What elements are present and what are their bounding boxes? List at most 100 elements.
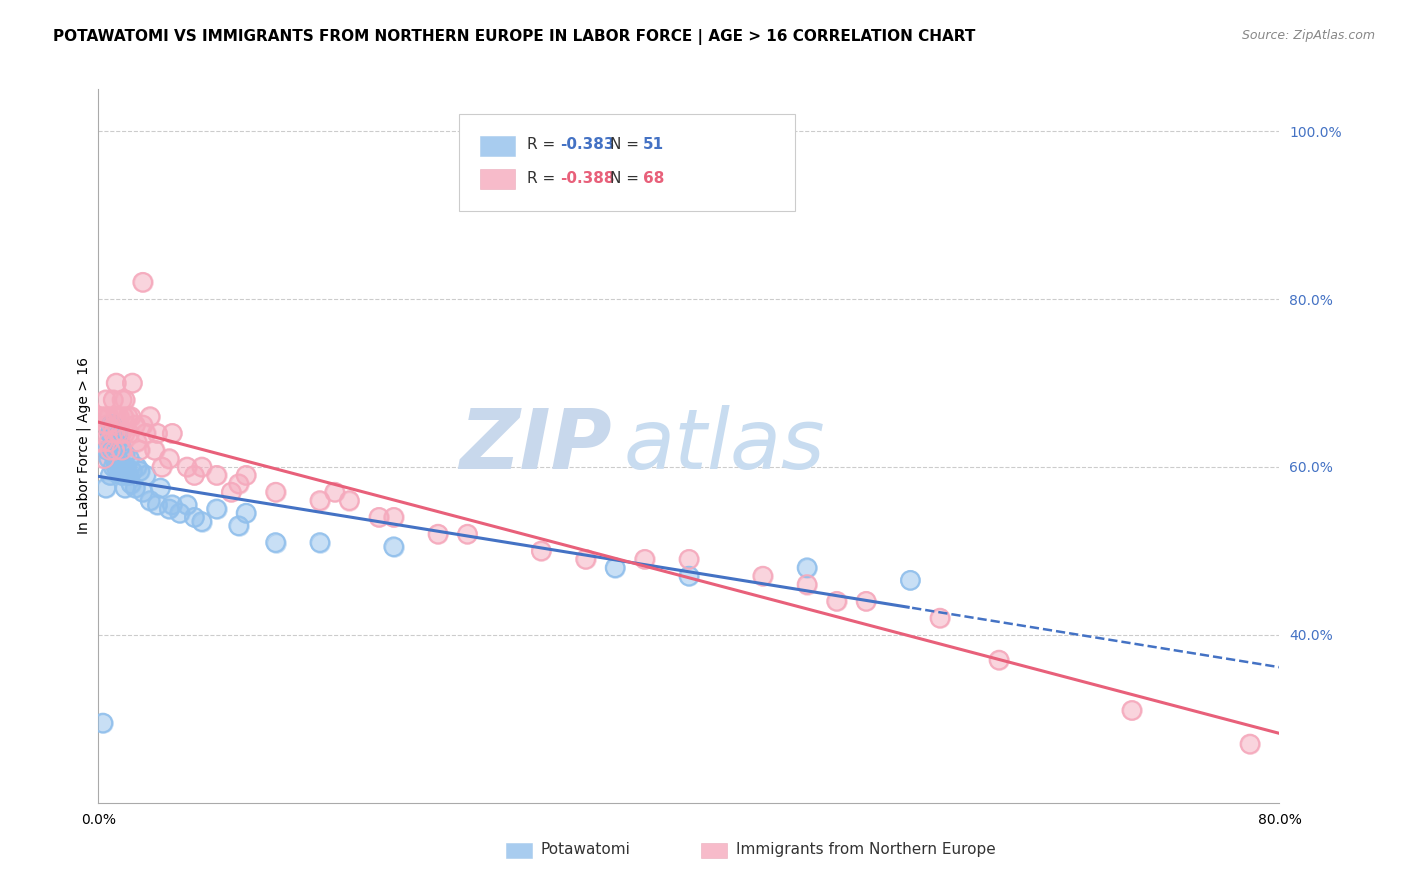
Point xyxy=(91,434,114,449)
Point xyxy=(87,409,110,424)
Point xyxy=(121,464,143,478)
Point xyxy=(135,426,157,441)
Point xyxy=(176,460,198,475)
Point xyxy=(111,468,134,483)
Point xyxy=(132,485,155,500)
Point xyxy=(124,481,146,495)
Point xyxy=(157,451,180,466)
Point xyxy=(125,460,148,475)
Text: 51: 51 xyxy=(643,136,664,152)
Point xyxy=(191,460,214,475)
FancyBboxPatch shape xyxy=(458,114,796,211)
Point xyxy=(678,552,700,566)
Point xyxy=(111,443,134,458)
Point xyxy=(128,443,150,458)
Point xyxy=(146,426,169,441)
Point xyxy=(105,376,128,390)
Point xyxy=(264,535,287,549)
Point xyxy=(103,431,125,445)
Point xyxy=(124,481,146,495)
Point xyxy=(94,409,117,424)
Point xyxy=(157,451,180,466)
Point xyxy=(120,476,142,491)
Point xyxy=(183,510,205,524)
Point xyxy=(929,611,952,625)
Point xyxy=(146,498,169,512)
Point xyxy=(457,527,479,541)
Point xyxy=(157,502,180,516)
Point xyxy=(107,426,129,441)
Point xyxy=(107,451,129,466)
Point xyxy=(132,417,155,432)
Point xyxy=(146,498,169,512)
Point xyxy=(221,485,243,500)
Point xyxy=(228,476,250,491)
Point xyxy=(264,485,287,500)
Point xyxy=(108,460,131,475)
Point xyxy=(97,434,120,449)
Point xyxy=(457,527,479,541)
Point xyxy=(988,653,1011,667)
Point xyxy=(183,468,205,483)
Point xyxy=(264,485,287,500)
Point xyxy=(605,560,627,574)
Point xyxy=(634,552,657,566)
Point xyxy=(1121,703,1143,717)
Point xyxy=(112,460,135,475)
Text: ZIP: ZIP xyxy=(460,406,612,486)
Point xyxy=(98,468,121,483)
Point xyxy=(108,460,131,475)
Point xyxy=(132,485,155,500)
Point xyxy=(191,460,214,475)
Point xyxy=(93,451,115,466)
Point xyxy=(323,485,346,500)
Point xyxy=(98,426,121,441)
Point xyxy=(97,451,120,466)
Point xyxy=(183,510,205,524)
Point xyxy=(121,376,143,390)
Point xyxy=(108,409,131,424)
Point xyxy=(105,409,128,424)
Point xyxy=(118,451,141,466)
Point xyxy=(796,560,818,574)
Text: R =: R = xyxy=(527,136,560,152)
Point xyxy=(115,460,138,475)
Point xyxy=(114,392,136,407)
Point xyxy=(988,653,1011,667)
Point xyxy=(121,464,143,478)
Point xyxy=(575,552,598,566)
Point xyxy=(117,409,139,424)
FancyBboxPatch shape xyxy=(479,169,516,189)
Point xyxy=(382,540,405,554)
Point xyxy=(135,468,157,483)
Point xyxy=(103,460,125,475)
Point xyxy=(120,476,142,491)
Point xyxy=(112,460,135,475)
Point xyxy=(124,417,146,432)
Point xyxy=(605,560,627,574)
Point xyxy=(96,443,118,458)
Text: N =: N = xyxy=(610,136,644,152)
Point xyxy=(149,481,172,495)
Point xyxy=(97,409,120,424)
Point xyxy=(323,485,346,500)
Point xyxy=(191,515,214,529)
Point xyxy=(94,392,117,407)
Point xyxy=(107,426,129,441)
Point xyxy=(264,535,287,549)
Point xyxy=(96,443,118,458)
Point xyxy=(90,409,112,424)
Point xyxy=(93,451,115,466)
Point xyxy=(91,716,114,731)
Point xyxy=(103,392,125,407)
Point xyxy=(100,443,122,458)
Point xyxy=(929,611,952,625)
Point xyxy=(104,451,127,466)
Point xyxy=(98,426,121,441)
Point xyxy=(96,417,118,432)
Point xyxy=(118,451,141,466)
Point xyxy=(309,535,332,549)
Point xyxy=(235,506,257,520)
Point xyxy=(169,506,191,520)
Point xyxy=(221,485,243,500)
